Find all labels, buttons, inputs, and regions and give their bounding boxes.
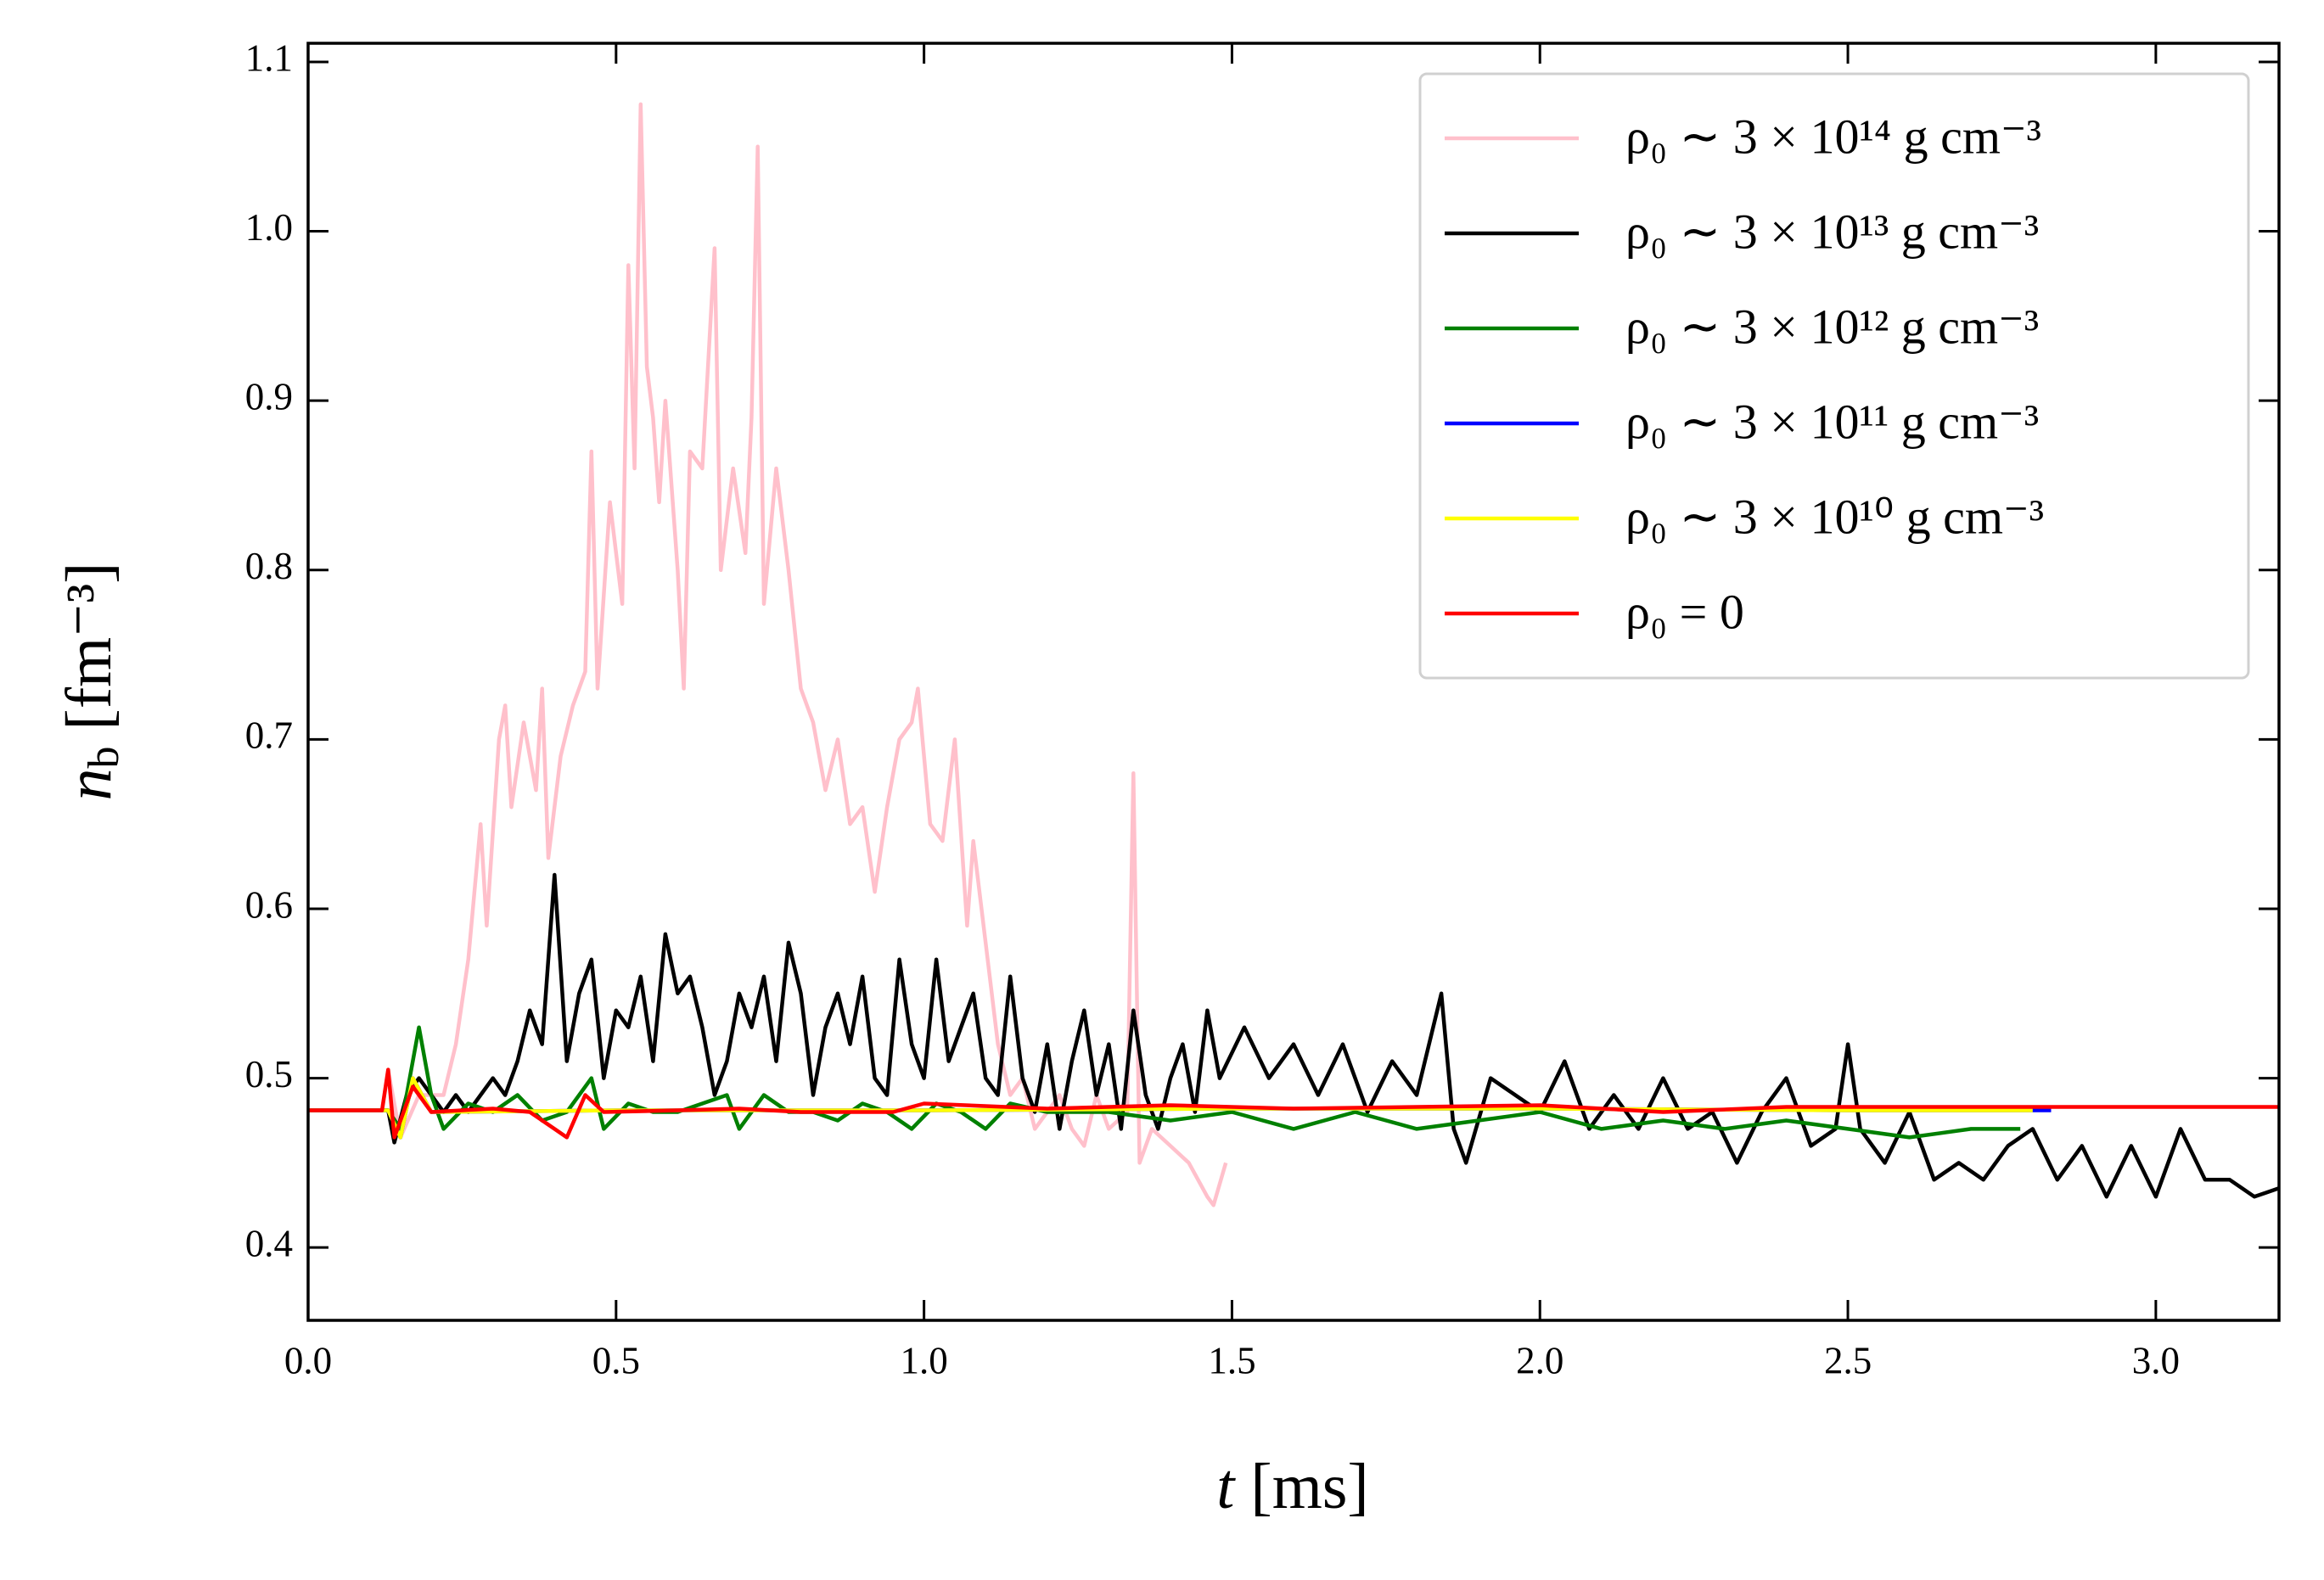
x-tick-label: 0.0 xyxy=(284,1339,332,1381)
legend-label: ρ₀ = 0 xyxy=(1625,584,1744,639)
y-axis-label: nb [fm⁻³] xyxy=(53,563,128,801)
series-line xyxy=(308,102,1228,1207)
y-tick-label: 0.6 xyxy=(245,883,293,926)
y-tick-label: 0.9 xyxy=(245,375,293,417)
y-tick-label: 1.1 xyxy=(245,36,293,79)
plot-frame xyxy=(306,42,2281,1322)
legend-label: ρ₀ ∼ 3 × 10¹⁰ g cm⁻³ xyxy=(1625,489,2044,544)
series-line xyxy=(308,1025,2021,1140)
x-tick-label: 2.5 xyxy=(1824,1339,1872,1381)
x-tick-label: 1.5 xyxy=(1208,1339,1255,1381)
y-tick-label: 0.4 xyxy=(245,1222,293,1264)
x-tick-label: 0.5 xyxy=(592,1339,640,1381)
x-axis-label: t [ms] xyxy=(1216,1451,1368,1522)
series-line xyxy=(308,1067,2279,1140)
series-line xyxy=(308,872,2279,1199)
legend-label: ρ₀ ∼ 3 × 10¹¹ g cm⁻³ xyxy=(1625,394,2039,449)
x-tick-label: 2.0 xyxy=(1516,1339,1563,1381)
y-tick-label: 0.8 xyxy=(245,545,293,587)
legend-box xyxy=(1418,72,2250,680)
x-tick-label: 3.0 xyxy=(2132,1339,2180,1381)
legend-label: ρ₀ ∼ 3 × 10¹³ g cm⁻³ xyxy=(1625,204,2039,259)
legend-label: ρ₀ ∼ 3 × 10¹⁴ g cm⁻³ xyxy=(1625,109,2041,164)
y-tick-label: 1.0 xyxy=(245,206,293,249)
legend-label: ρ₀ ∼ 3 × 10¹² g cm⁻³ xyxy=(1625,299,2039,354)
y-tick-label: 0.7 xyxy=(245,714,293,757)
y-tick-label: 0.5 xyxy=(245,1053,293,1095)
x-tick-label: 1.0 xyxy=(901,1339,948,1381)
